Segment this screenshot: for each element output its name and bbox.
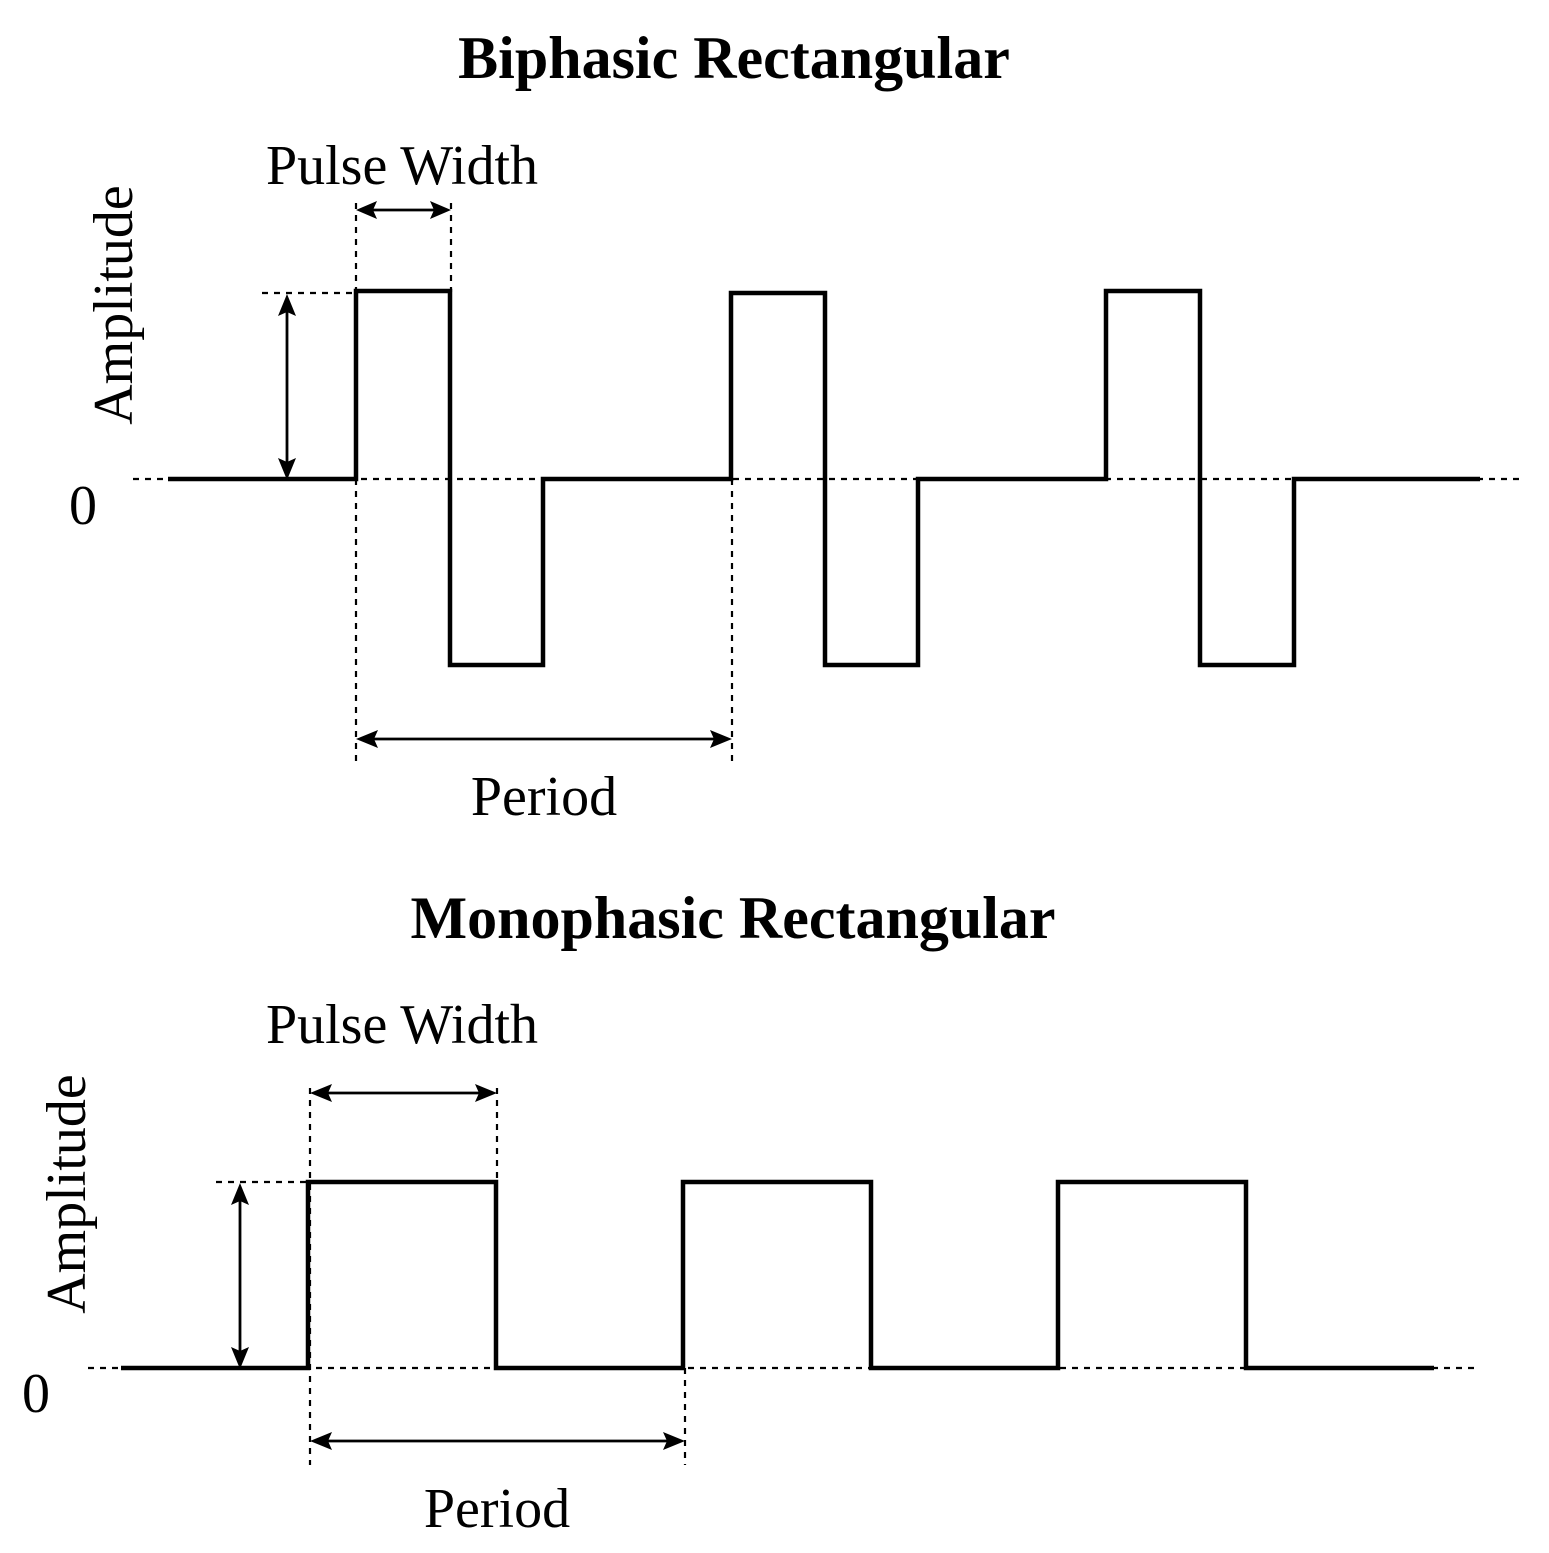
biphasic-period-arrow [356, 730, 732, 748]
biphasic-pulse-width-label: Pulse Width [266, 135, 538, 197]
monophasic-panel: Monophasic Rectangular Pulse Width Ampli… [22, 885, 1475, 1540]
biphasic-panel: Biphasic Rectangular Pulse Width Amplitu… [69, 25, 1522, 828]
biphasic-waveform [168, 288, 1480, 668]
biphasic-amplitude-label: Amplitude [83, 185, 145, 425]
monophasic-pulse-width-arrow [310, 1084, 497, 1102]
monophasic-zero-label: 0 [22, 1363, 50, 1425]
monophasic-period-label: Period [424, 1478, 570, 1540]
biphasic-title: Biphasic Rectangular [458, 25, 1010, 91]
monophasic-amplitude-arrow [231, 1183, 249, 1369]
monophasic-title: Monophasic Rectangular [411, 885, 1056, 951]
monophasic-amplitude-label: Amplitude [36, 1074, 98, 1314]
monophasic-pulse-width-label: Pulse Width [266, 994, 538, 1056]
biphasic-period-label: Period [471, 766, 617, 828]
monophasic-waveform [121, 1179, 1434, 1371]
monophasic-period-arrow [310, 1432, 685, 1450]
biphasic-pulse-width-arrow [356, 201, 451, 219]
biphasic-zero-label: 0 [69, 475, 97, 537]
biphasic-amplitude-arrow [278, 294, 296, 480]
